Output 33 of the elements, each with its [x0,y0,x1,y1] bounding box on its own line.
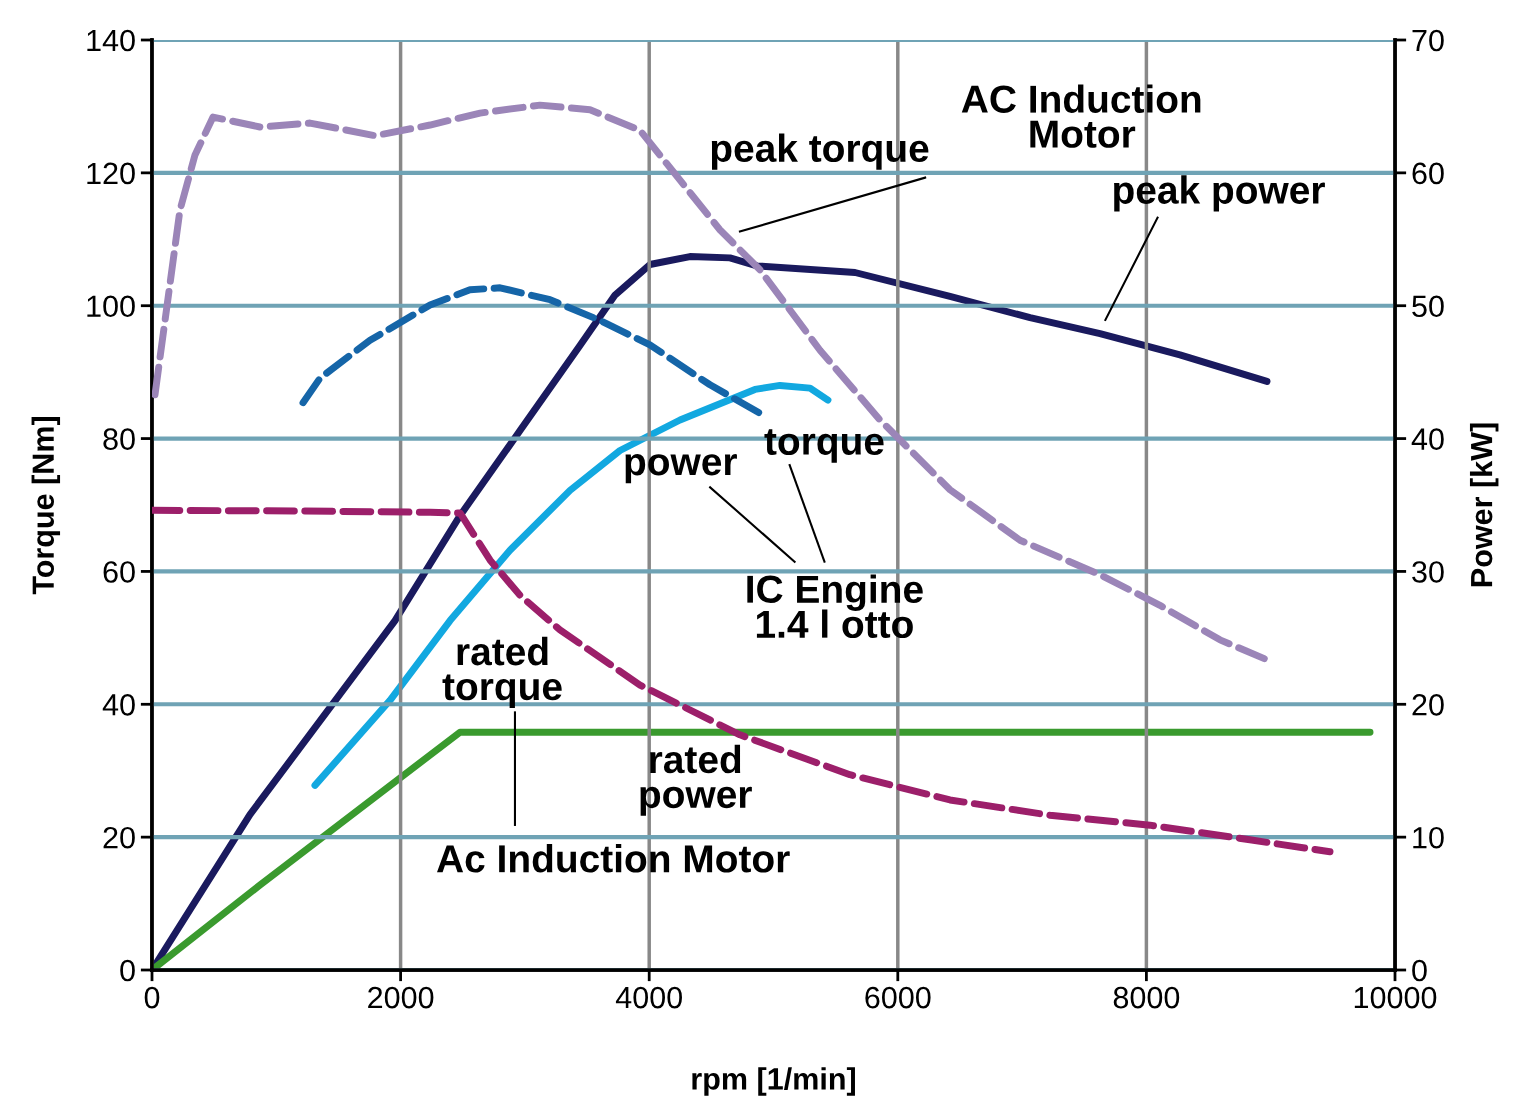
y-tick-label: 60 [103,561,135,583]
y2-tick-label: 30 [1412,561,1444,583]
y2-tick-label: 70 [1412,29,1444,52]
y2-tick-label: 10 [1413,826,1444,849]
x-tick-label: 6000 [865,986,931,1009]
y-tick-label: 140 [87,29,135,52]
annotation: IC Engine 1.4 l otto [747,574,923,639]
y2-tick-label: 20 [1412,694,1444,716]
annotation: rated power [640,744,752,816]
y-tick-label: 0 [120,959,135,982]
x-tick-label: 4000 [615,986,682,1009]
annotation: peak torque [711,133,929,170]
y2-tick-label: 50 [1412,295,1444,318]
x-axis-title: rpm [1/min] [692,1067,855,1096]
y2-tick-label: 0 [1412,959,1427,982]
annotation: AC Induction Motor [961,84,1201,148]
y2-tick-label: 40 [1411,428,1444,450]
y-tick-label: 100 [87,295,135,318]
x-tick-label: 10000 [1354,986,1437,1009]
y-axis-title: Torque [Nm] [31,417,61,595]
annotation: rated torque [442,636,562,708]
annotation: Ac Induction Motor [437,843,790,873]
x-tick-label: 0 [144,986,160,1009]
annotation: peak power [1114,175,1325,212]
y2-tick-label: 60 [1412,162,1444,185]
y-tick-label: 80 [103,428,135,450]
y-tick-label: 40 [102,694,135,716]
y-tick-label: 20 [103,826,135,849]
annotation: power [625,454,737,484]
x-tick-label: 8000 [1113,986,1180,1009]
y-tick-label: 120 [87,162,135,185]
x-tick-label: 2000 [368,986,434,1009]
y2-axis-title: Power [kW] [1469,423,1499,587]
